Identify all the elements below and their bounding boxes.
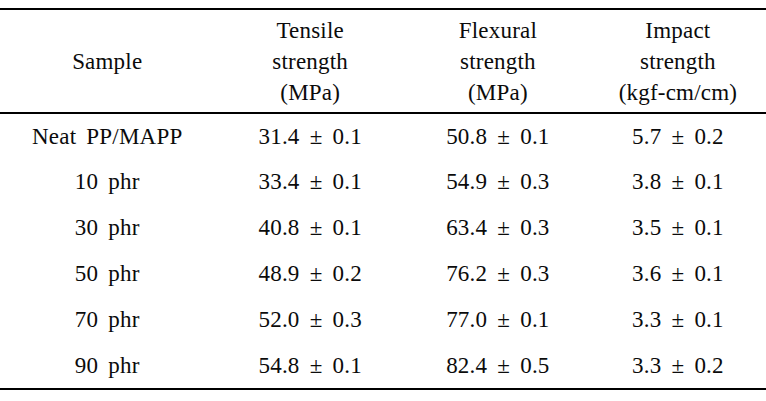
column-header-tensile: Tensile strength (MPa) <box>214 9 406 113</box>
cell-sample: 90 phr <box>0 343 214 389</box>
cell-tensile: 54.8 ± 0.1 <box>214 343 406 389</box>
cell-flexural: 76.2 ± 0.3 <box>406 251 590 297</box>
cell-sample: Neat PP/MAPP <box>0 113 214 159</box>
table-row: 70 phr 52.0 ± 0.3 77.0 ± 0.1 3.3 ± 0.1 <box>0 297 766 343</box>
cell-tensile: 52.0 ± 0.3 <box>214 297 406 343</box>
cell-impact: 5.7 ± 0.2 <box>590 113 766 159</box>
column-header-sample: Sample <box>0 9 214 113</box>
cell-sample: 50 phr <box>0 251 214 297</box>
table-row: 90 phr 54.8 ± 0.1 82.4 ± 0.5 3.3 ± 0.2 <box>0 343 766 389</box>
table-row: 10 phr 33.4 ± 0.1 54.9 ± 0.3 3.8 ± 0.1 <box>0 159 766 205</box>
cell-sample: 70 phr <box>0 297 214 343</box>
cell-tensile: 33.4 ± 0.1 <box>214 159 406 205</box>
table-header: Sample Tensile strength (MPa) Flexural s… <box>0 9 766 113</box>
table-header-row: Sample Tensile strength (MPa) Flexural s… <box>0 9 766 113</box>
cell-impact: 3.3 ± 0.1 <box>590 297 766 343</box>
table-row: 30 phr 40.8 ± 0.1 63.4 ± 0.3 3.5 ± 0.1 <box>0 205 766 251</box>
cell-sample: 30 phr <box>0 205 214 251</box>
cell-flexural: 82.4 ± 0.5 <box>406 343 590 389</box>
cell-flexural: 63.4 ± 0.3 <box>406 205 590 251</box>
cell-flexural: 54.9 ± 0.3 <box>406 159 590 205</box>
table-body: Neat PP/MAPP 31.4 ± 0.1 50.8 ± 0.1 5.7 ±… <box>0 113 766 389</box>
cell-flexural: 77.0 ± 0.1 <box>406 297 590 343</box>
column-header-impact: Impact strength (kgf-cm/cm) <box>590 9 766 113</box>
table-row: 50 phr 48.9 ± 0.2 76.2 ± 0.3 3.6 ± 0.1 <box>0 251 766 297</box>
cell-tensile: 31.4 ± 0.1 <box>214 113 406 159</box>
cell-tensile: 40.8 ± 0.1 <box>214 205 406 251</box>
cell-flexural: 50.8 ± 0.1 <box>406 113 590 159</box>
table-row: Neat PP/MAPP 31.4 ± 0.1 50.8 ± 0.1 5.7 ±… <box>0 113 766 159</box>
cell-impact: 3.3 ± 0.2 <box>590 343 766 389</box>
column-header-flexural: Flexural strength (MPa) <box>406 9 590 113</box>
cell-sample: 10 phr <box>0 159 214 205</box>
cell-impact: 3.8 ± 0.1 <box>590 159 766 205</box>
cell-tensile: 48.9 ± 0.2 <box>214 251 406 297</box>
cell-impact: 3.6 ± 0.1 <box>590 251 766 297</box>
cell-impact: 3.5 ± 0.1 <box>590 205 766 251</box>
paper-table-frame: Sample Tensile strength (MPa) Flexural s… <box>0 0 766 401</box>
mechanical-properties-table: Sample Tensile strength (MPa) Flexural s… <box>0 8 766 390</box>
